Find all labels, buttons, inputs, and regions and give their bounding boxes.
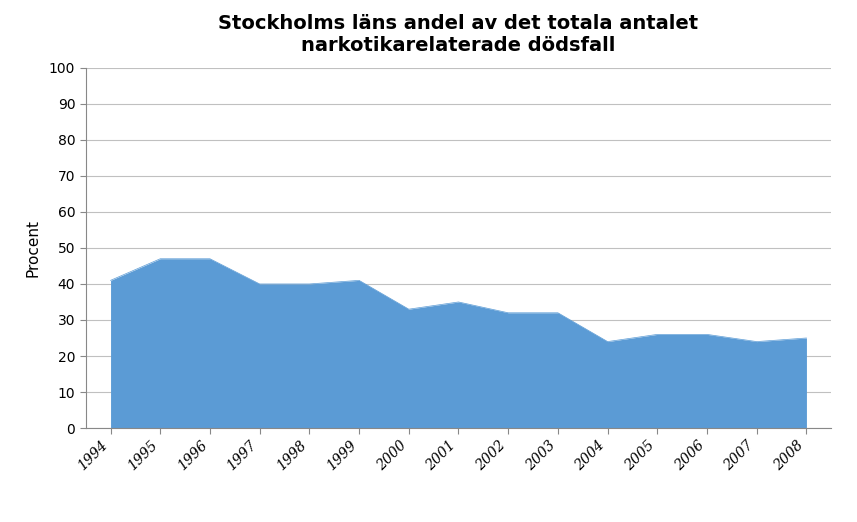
Title: Stockholms läns andel av det totala antalet
narkotikarelaterade dödsfall: Stockholms läns andel av det totala anta… (219, 14, 698, 55)
Y-axis label: Procent: Procent (26, 219, 40, 277)
